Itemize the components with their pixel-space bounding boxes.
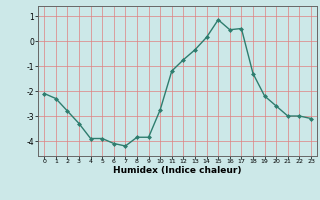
- X-axis label: Humidex (Indice chaleur): Humidex (Indice chaleur): [113, 166, 242, 175]
